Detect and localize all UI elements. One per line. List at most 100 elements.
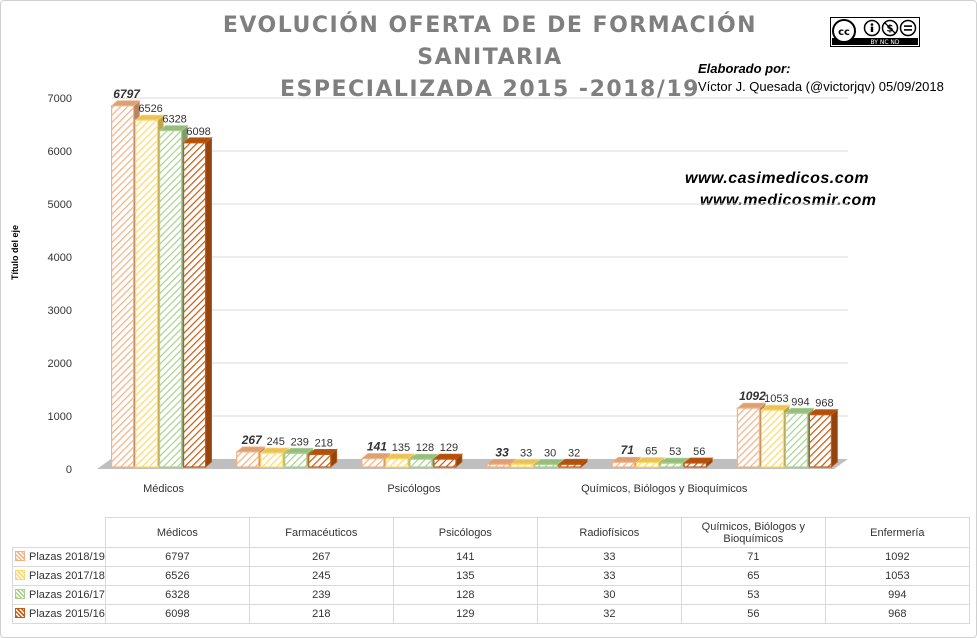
table-header-enfermeria: Enfermería [824,517,970,548]
value-label-quimicos-biologos-y-bioquimicos-plazas-2015-16: 56 [693,446,705,458]
table-cell: 1092 [824,547,970,567]
legend-key [15,608,25,618]
credit-label: Elaborado por: [698,61,791,76]
legend-series-name: Plazas 2018/19 [29,551,105,563]
table-cell: 53 [680,585,826,605]
title-line-1: EVOLUCIÓN OFERTA DE DE FORMACIÓN SANITAR… [222,13,758,70]
category-label-medicos: Médicos [143,483,184,495]
data-table-header: Médicos Farmacéuticos Psicólogos Radiofísic… [12,517,970,548]
cc-license-logo: cc $ BY NC ND [830,17,920,47]
bar-farmaceuticos-plazas-2017-18 [259,447,290,468]
chart-plot: 0 1000 2000 3000 4000 5000 6000 7000 6797 652663… [48,87,848,495]
table-row: Plazas 2016/17 6328 239 128 30 53 994 [12,585,970,605]
y-tick-label: 2000 [48,358,72,370]
legend-series-name: Plazas 2017/18 [29,570,105,582]
svg-text:BY NC ND: BY NC ND [870,39,899,46]
value-label-psicologos-plazas-2016-17: 128 [416,442,434,454]
bar-enfermeria-plazas-2015-16 [808,408,839,468]
data-table-body: Plazas 2018/19 6797 267 141 33 71 1092 Plazas 2… [12,547,970,624]
bar-medicos-plazas-2015-16 [182,136,213,468]
table-cell: 33 [536,566,682,586]
y-tick-label: 1000 [48,411,72,423]
website-casimedicos: www.casimedicos.com [685,170,870,187]
bar-quimicos-biologos-y-bioquimicos-plazas-2017-18 [635,456,666,468]
value-label-farmaceuticos-plazas-2016-17: 239 [291,436,309,448]
value-label-quimicos-biologos-y-bioquimicos-plazas-2017-18: 65 [645,446,657,458]
table-series-cell: Plazas 2016/17 [12,585,106,605]
table-series-cell: Plazas 2018/19 [12,547,106,567]
value-label-enfermeria-plazas-2015-16: 968 [815,398,833,410]
table-cell: 267 [248,547,394,567]
table-series-cell: Plazas 2015/16 [12,604,106,624]
bar-quimicos-biologos-y-bioquimicos-plazas-2015-16 [683,457,714,468]
credit-text: Víctor J. Quesada (@victorjqv) 05/09/201… [698,79,944,94]
value-label-medicos-plazas-2018-19: 6797 [113,87,141,101]
table-corner [12,517,106,548]
table-cell: 32 [536,604,682,624]
bar-radiofisicos-plazas-2018-19 [485,458,517,468]
y-tick-label: 5000 [48,199,72,211]
table-cell: 6526 [104,566,250,586]
category-label-psicologos: Psicólogos [387,483,441,495]
table-row: Plazas 2017/18 6526 245 135 33 65 1053 [12,566,970,586]
table-cell: 129 [392,604,538,624]
website-medicosmir: www.medicosmir.com [700,192,877,209]
value-label-psicologos-plazas-2018-19: 141 [367,440,387,454]
table-cell: 968 [824,604,970,624]
value-label-farmaceuticos-plazas-2018-19: 267 [241,433,263,447]
value-label-farmaceuticos-plazas-2015-16: 218 [315,437,333,449]
table-header-psicologos: Psicólogos [392,517,538,548]
table-cell: 65 [680,566,826,586]
value-label-medicos-plazas-2017-18: 6526 [138,103,162,115]
table-cell: 135 [392,566,538,586]
y-tick-label: 6000 [48,146,72,158]
table-cell: 218 [248,604,394,624]
legend-key [15,570,25,580]
table-cell: 239 [248,585,394,605]
value-label-quimicos-biologos-y-bioquimicos-plazas-2016-17: 53 [669,446,681,458]
bar-psicologos-plazas-2015-16 [432,453,464,468]
table-cell: 245 [248,566,394,586]
y-tick-label: 0 [66,464,72,476]
y-tick-label: 3000 [48,305,72,317]
table-cell: 71 [680,547,826,567]
table-row: Plazas 2015/16 6098 218 129 32 56 968 [12,604,970,624]
table-cell: 56 [680,604,826,624]
value-label-radiofisicos-plazas-2018-19: 33 [495,445,509,459]
value-label-medicos-plazas-2016-17: 6328 [162,114,186,126]
table-cell: 994 [824,585,970,605]
y-tick-label: 4000 [48,252,72,264]
table-header-medicos: Médicos [104,517,250,548]
table-header-farmaceuticos: Farmacéuticos [248,517,394,548]
table-cell: 30 [536,585,682,605]
bar-radiofisicos-plazas-2017-18 [509,458,541,468]
svg-text:cc: cc [838,27,850,38]
category-label-quimicos-biologos-y-bioquimicos: Químicos, Biólogos y Bioquímicos [581,483,748,495]
table-header-quimicos-biologos-y-bioquimicos: Químicos, Biólogos y Bioquímicos [680,517,826,548]
table-header-radiofisicos: Radiofísicos [536,517,682,548]
credit-block: Elaborado por: Víctor J. Quesada (@victo… [698,60,944,96]
legend-series-name: Plazas 2016/17 [29,589,105,601]
value-label-enfermeria-plazas-2016-17: 994 [791,396,809,408]
value-label-psicologos-plazas-2017-18: 135 [392,442,410,454]
table-cell: 128 [392,585,538,605]
value-label-radiofisicos-plazas-2015-16: 32 [568,447,580,459]
value-label-quimicos-biologos-y-bioquimicos-plazas-2018-19: 71 [621,443,635,457]
table-cell: 6098 [104,604,250,624]
table-cell: 6797 [104,547,250,567]
bar-farmaceuticos-plazas-2015-16 [307,448,338,468]
value-label-radiofisicos-plazas-2017-18: 33 [520,447,532,459]
svg-text:$: $ [887,24,894,35]
table-row: Plazas 2018/19 6797 267 141 33 71 1092 [12,547,970,567]
value-label-radiofisicos-plazas-2016-17: 30 [544,447,556,459]
value-label-enfermeria-plazas-2017-18: 1053 [764,393,788,405]
bar-radiofisicos-plazas-2015-16 [557,458,589,468]
bar-farmaceuticos-plazas-2018-19 [235,445,266,468]
legend-key [15,589,25,599]
value-label-farmaceuticos-plazas-2017-18: 245 [267,436,285,448]
legend-series-name: Plazas 2015/16 [29,608,105,620]
table-cell: 33 [536,547,682,567]
legend-key [15,551,25,561]
value-label-enfermeria-plazas-2018-19: 1092 [739,389,766,403]
value-label-psicologos-plazas-2015-16: 129 [440,442,458,454]
